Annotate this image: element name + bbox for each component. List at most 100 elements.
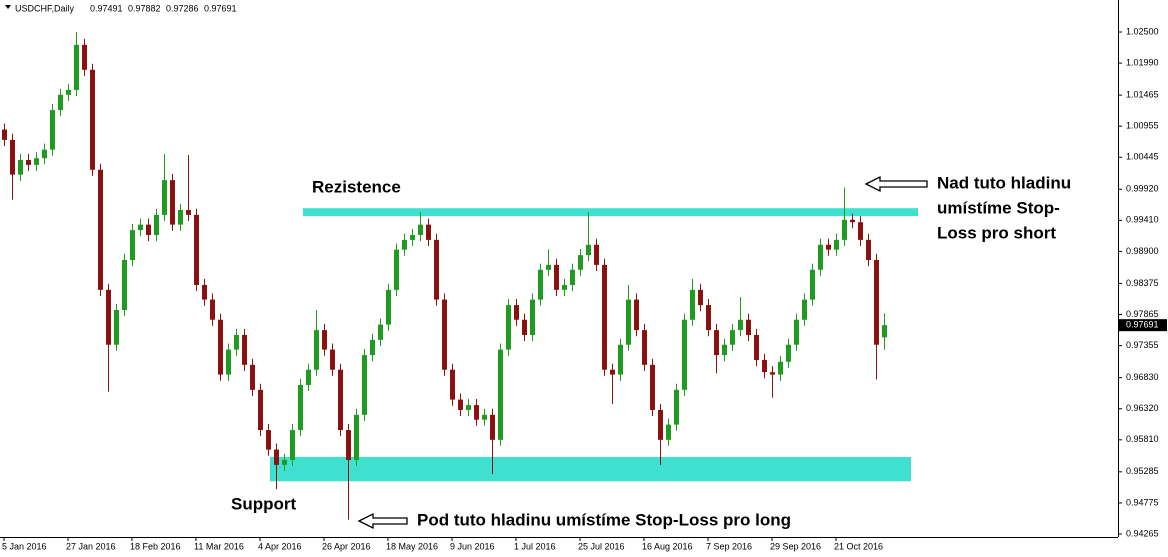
candle-body <box>418 224 423 236</box>
x-tick-label: 9 Jun 2016 <box>450 541 495 551</box>
candle-body <box>818 244 823 270</box>
current-price-label: 0.97691 <box>1126 320 1159 330</box>
candle-body <box>802 299 807 320</box>
candle-body <box>762 359 767 373</box>
zone-label: Support <box>231 494 296 513</box>
candle-body <box>130 230 135 260</box>
candle-body <box>386 289 391 325</box>
candle-body <box>626 299 631 345</box>
y-tick-label: 0.96830 <box>1126 372 1159 382</box>
annotation: umístíme Stop- <box>937 198 1060 217</box>
candle-body <box>882 325 887 338</box>
candle-body <box>754 334 759 360</box>
x-tick-label: 29 Sep 2016 <box>770 541 821 551</box>
y-tick-label: 1.02500 <box>1126 26 1159 36</box>
candle-body <box>826 244 831 250</box>
candle-body <box>82 44 87 70</box>
candle-body <box>682 319 687 390</box>
candle-body <box>658 409 663 440</box>
y-tick-label: 0.94265 <box>1126 528 1159 538</box>
candle-body <box>610 369 615 375</box>
y-tick-label: 0.98375 <box>1126 278 1159 288</box>
y-tick-label: 0.94775 <box>1126 497 1159 507</box>
candle-body <box>42 149 47 159</box>
header-open: 0.97491 <box>90 3 123 13</box>
candle-body <box>346 430 351 460</box>
candle-body <box>98 169 103 290</box>
candle-body <box>330 349 335 370</box>
candle-body <box>210 299 215 320</box>
candle-body <box>514 305 519 320</box>
x-tick-label: 18 May 2016 <box>386 541 438 551</box>
candle-body <box>306 369 311 385</box>
candle-body <box>162 180 167 215</box>
candle-body <box>834 239 839 250</box>
candle-body <box>706 305 711 331</box>
y-tick-label: 0.96320 <box>1126 403 1159 413</box>
candle-body <box>570 269 575 285</box>
y-tick-label: 0.98900 <box>1126 246 1159 256</box>
y-tick-label: 1.00955 <box>1126 121 1159 131</box>
current-price-box <box>1119 319 1167 332</box>
y-tick-label: 0.99410 <box>1126 215 1159 225</box>
candle-body <box>810 269 815 300</box>
candle-body <box>546 264 551 270</box>
candle-body <box>34 158 39 165</box>
candle-body <box>138 224 143 231</box>
x-tick-label: 18 Feb 2016 <box>130 541 181 551</box>
candle-body <box>282 459 287 465</box>
candle-body <box>746 319 751 335</box>
chart-title: USDCHF,Daily <box>15 3 75 13</box>
price-zone <box>270 456 911 482</box>
candle-body <box>242 334 247 365</box>
candle-body <box>114 309 119 345</box>
candle-body <box>522 319 527 335</box>
candle-body <box>66 89 71 95</box>
y-tick-label: 1.01465 <box>1126 89 1159 99</box>
candle-body <box>866 239 871 260</box>
candle-body <box>442 299 447 370</box>
candle-body <box>858 222 863 240</box>
candle-body <box>74 44 79 90</box>
candle-body <box>154 214 159 236</box>
candle-body <box>266 430 271 450</box>
candle-body <box>730 330 735 345</box>
candle-body <box>578 255 583 270</box>
candle-body <box>338 369 343 431</box>
x-tick-label: 7 Sep 2016 <box>706 541 752 551</box>
y-tick-label: 0.97865 <box>1126 309 1159 319</box>
y-tick-label: 0.97355 <box>1126 340 1159 350</box>
candle-body <box>90 69 95 170</box>
candle-body <box>2 129 7 140</box>
annotation: Loss pro short <box>937 223 1056 242</box>
candle-body <box>170 180 175 225</box>
candle-body <box>274 449 279 465</box>
candle-body <box>778 361 783 375</box>
candle-body <box>122 259 127 310</box>
candle-body <box>450 369 455 400</box>
zones <box>270 208 918 482</box>
candle-body <box>794 319 799 345</box>
candle-body <box>402 239 407 250</box>
candle-body <box>642 330 647 365</box>
candle-body <box>18 160 23 175</box>
candle-body <box>298 384 303 431</box>
y-tick-label: 0.95810 <box>1126 434 1159 444</box>
candle-body <box>738 319 743 331</box>
candle-body <box>482 414 487 420</box>
candle-body <box>218 319 223 375</box>
candle-body <box>258 389 263 431</box>
candle-body <box>10 139 15 175</box>
y-tick-label: 1.00445 <box>1126 152 1159 162</box>
candle-body <box>202 284 207 300</box>
candle-body <box>698 289 703 306</box>
candle-body <box>26 160 31 165</box>
candle-body <box>314 330 319 370</box>
menu-icon <box>5 5 11 9</box>
candle-body <box>538 269 543 300</box>
header-high: 0.97882 <box>128 3 161 13</box>
candle-body <box>378 324 383 340</box>
candle-body <box>722 344 727 356</box>
candle-body <box>178 210 183 225</box>
candle-body <box>186 210 191 215</box>
